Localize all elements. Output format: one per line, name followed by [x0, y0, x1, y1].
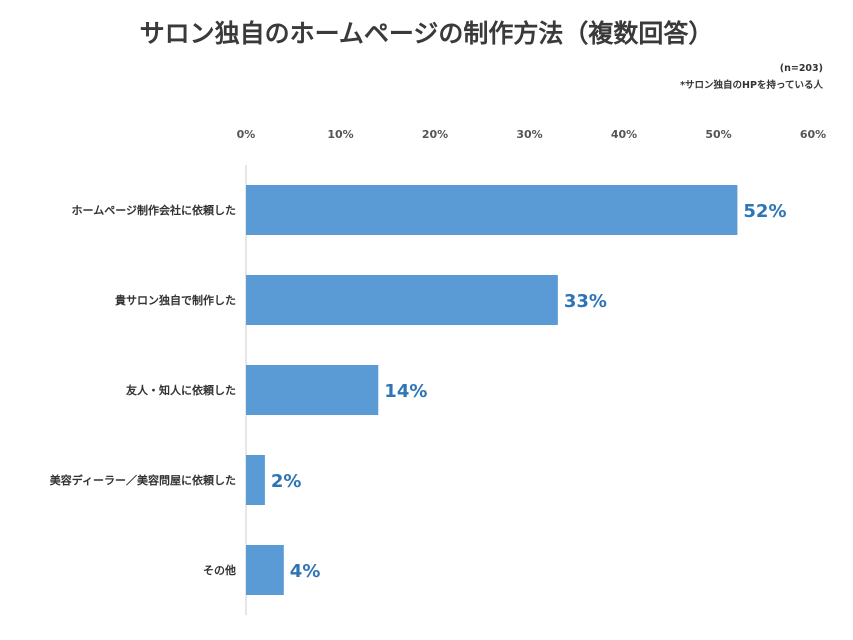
chart-title: サロン独自のホームページの制作方法（複数回答）	[139, 19, 714, 48]
bar	[246, 545, 284, 595]
category-label: その他	[203, 563, 236, 577]
data-label: 4%	[290, 561, 321, 582]
x-tick-label: 60%	[800, 128, 826, 141]
data-label: 14%	[384, 381, 427, 402]
sample-size-note: (n=203)	[779, 63, 823, 74]
x-tick-label: 20%	[422, 128, 448, 141]
x-tick-label: 10%	[327, 128, 353, 141]
bar	[246, 455, 265, 505]
data-label: 52%	[743, 201, 786, 222]
scope-note: *サロン独自のHPを持っている人	[680, 80, 823, 91]
category-label: 貴サロン独自で制作した	[115, 293, 236, 307]
x-tick-label: 50%	[705, 128, 731, 141]
bar	[246, 365, 379, 415]
x-tick-label: 40%	[611, 128, 637, 141]
bar	[246, 185, 738, 235]
data-label: 2%	[271, 471, 302, 492]
bar	[246, 275, 558, 325]
x-tick-label: 30%	[516, 128, 542, 141]
data-label: 33%	[564, 291, 607, 312]
x-tick-label: 0%	[237, 128, 256, 141]
category-label: ホームページ制作会社に依頼した	[72, 203, 236, 217]
category-label: 美容ディーラー／美容問屋に依頼した	[50, 473, 236, 487]
category-label: 友人・知人に依頼した	[126, 383, 236, 397]
